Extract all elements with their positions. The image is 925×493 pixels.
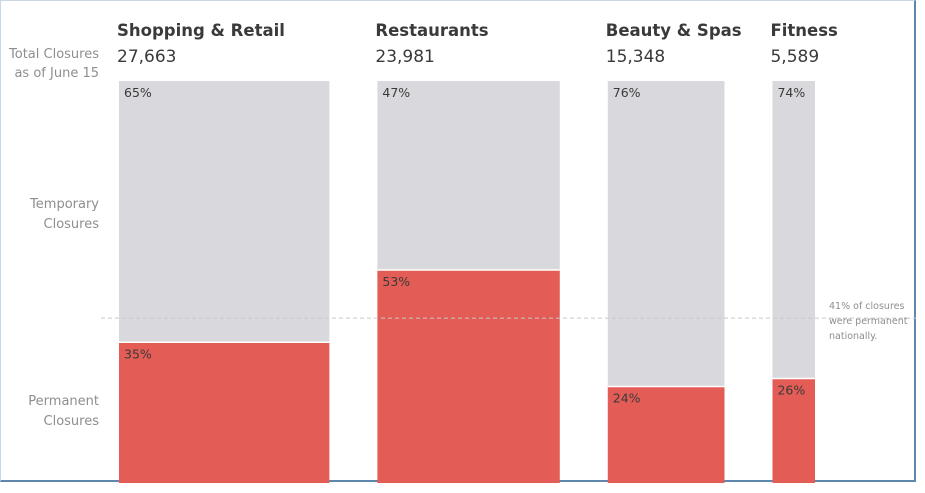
bars-group xyxy=(119,81,815,483)
total-closures-label: Total Closures xyxy=(8,47,99,62)
total-label-restaurants: 23,981 xyxy=(375,47,434,67)
permanent-pct-label-beauty-spas: 24% xyxy=(613,391,641,406)
temporary-pct-label-fitness: 74% xyxy=(777,85,805,100)
category-label-beauty-spas: Beauty & Spas xyxy=(606,21,742,40)
temporary-pct-label-beauty-spas: 76% xyxy=(613,85,641,100)
permanent-bar-beauty-spas xyxy=(607,386,725,483)
temporary-pct-label-restaurants: 47% xyxy=(382,85,410,100)
annotation-line-2: were permanent xyxy=(829,316,908,327)
temporary-bar-restaurants xyxy=(377,81,560,270)
annotation-line-1: 41% of closures xyxy=(829,301,904,312)
temporary-closures-label: Temporary xyxy=(29,197,99,212)
total-label-shopping-retail: 27,663 xyxy=(117,47,176,67)
category-label-fitness: Fitness xyxy=(770,21,838,40)
permanent-bar-fitness xyxy=(772,378,815,483)
temporary-closures-label-2: Closures xyxy=(44,217,100,232)
permanent-pct-label-fitness: 26% xyxy=(777,382,805,397)
chart-frame: Total Closures as of June 15 Temporary C… xyxy=(0,0,916,483)
annotation-line-3: nationally. xyxy=(829,331,877,342)
labels-group: Shopping & Retail 27,663 65% 35% Restaurants… xyxy=(117,21,838,406)
category-label-restaurants: Restaurants xyxy=(375,21,488,40)
category-label-shopping-retail: Shopping & Retail xyxy=(117,21,285,40)
total-label-beauty-spas: 15,348 xyxy=(606,47,665,67)
permanent-pct-label-restaurants: 53% xyxy=(382,274,410,289)
permanent-bar-restaurants xyxy=(377,269,560,483)
total-label-fitness: 5,589 xyxy=(770,47,819,67)
permanent-bar-shopping-retail xyxy=(119,342,330,483)
permanent-pct-label-shopping-retail: 35% xyxy=(124,346,152,361)
permanent-closures-label: Permanent xyxy=(28,394,99,409)
permanent-closures-label-2: Closures xyxy=(44,414,100,429)
total-closures-date-label: as of June 15 xyxy=(14,66,99,81)
temporary-bar-shopping-retail xyxy=(119,81,330,343)
temporary-bar-beauty-spas xyxy=(607,81,725,387)
temporary-pct-label-shopping-retail: 65% xyxy=(124,85,152,100)
temporary-bar-fitness xyxy=(772,81,815,379)
